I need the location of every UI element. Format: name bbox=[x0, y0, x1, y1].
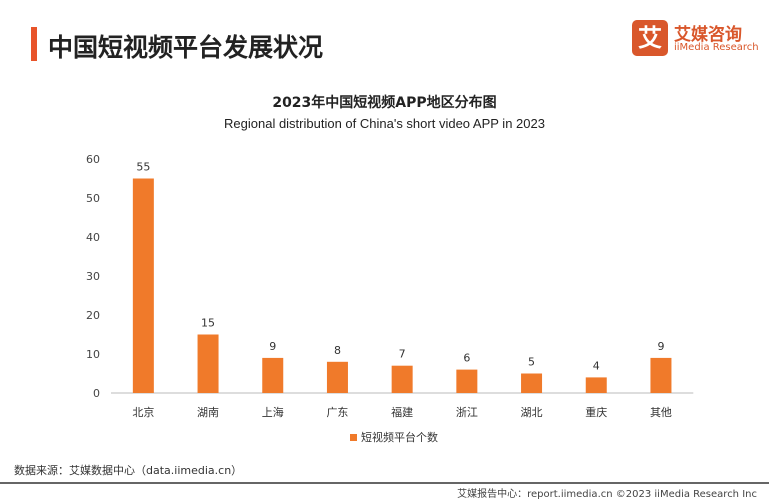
data-source: 数据来源：艾媒数据中心（data.iimedia.cn） bbox=[14, 464, 243, 477]
y-tick-label: 0 bbox=[93, 387, 100, 400]
y-tick-label: 30 bbox=[86, 270, 100, 283]
bar bbox=[456, 369, 478, 393]
x-tick-label: 广东 bbox=[326, 406, 348, 419]
x-tick-label: 北京 bbox=[132, 405, 154, 419]
data-label: 8 bbox=[334, 344, 341, 357]
y-tick-label: 60 bbox=[86, 153, 100, 166]
footer-text: 艾媒报告中心：report.iimedia.cn ©2023 iiMedia R… bbox=[457, 489, 757, 500]
bar bbox=[650, 357, 672, 393]
data-label: 5 bbox=[528, 356, 535, 369]
logo-name-en: iiMedia Research bbox=[674, 42, 759, 53]
bar bbox=[391, 365, 413, 393]
logo-name-cn: 艾媒咨询 bbox=[674, 25, 742, 45]
data-label: 9 bbox=[269, 340, 276, 353]
x-tick-label: 上海 bbox=[262, 405, 284, 419]
bar bbox=[197, 334, 219, 393]
data-label: 55 bbox=[136, 161, 150, 174]
data-label: 9 bbox=[657, 340, 664, 353]
legend-label: 短视频平台个数 bbox=[361, 430, 438, 444]
data-label: 15 bbox=[201, 317, 215, 330]
bar bbox=[326, 361, 348, 393]
chart-title: 2023年中国短视频APP地区分布图 bbox=[272, 95, 497, 111]
logo-mark: 艾 bbox=[632, 20, 668, 56]
x-tick-label: 福建 bbox=[391, 405, 413, 419]
bar bbox=[132, 178, 154, 393]
data-label: 6 bbox=[463, 352, 470, 365]
page-title: 中国短视频平台发展状况 bbox=[48, 33, 324, 62]
bar bbox=[521, 373, 543, 393]
title-accent-bar bbox=[31, 27, 37, 61]
x-tick-label: 湖北 bbox=[521, 406, 543, 419]
x-tick-label: 其他 bbox=[650, 406, 672, 419]
data-label: 4 bbox=[593, 359, 600, 372]
logo: 艾 艾媒咨询 iiMedia Research bbox=[632, 20, 760, 60]
y-tick-label: 10 bbox=[86, 348, 100, 361]
legend-swatch bbox=[350, 434, 357, 441]
bar bbox=[262, 357, 284, 393]
x-tick-label: 湖南 bbox=[197, 406, 219, 419]
x-tick-label: 重庆 bbox=[585, 405, 607, 419]
y-tick-label: 20 bbox=[86, 309, 100, 322]
x-tick-label: 浙江 bbox=[456, 406, 478, 419]
y-tick-label: 50 bbox=[86, 192, 100, 205]
bar bbox=[585, 377, 607, 393]
y-tick-label: 40 bbox=[86, 231, 100, 244]
data-label: 7 bbox=[399, 348, 406, 361]
chart-subtitle: Regional distribution of China's short v… bbox=[224, 116, 545, 131]
bar-chart: 0 10 20 30 40 50 60 55 北京 15 湖南 9 上海 8 广东 7 福建 6 浙江 5 湖北 4 重庆 9… bbox=[86, 153, 694, 444]
footer-divider bbox=[0, 482, 769, 484]
